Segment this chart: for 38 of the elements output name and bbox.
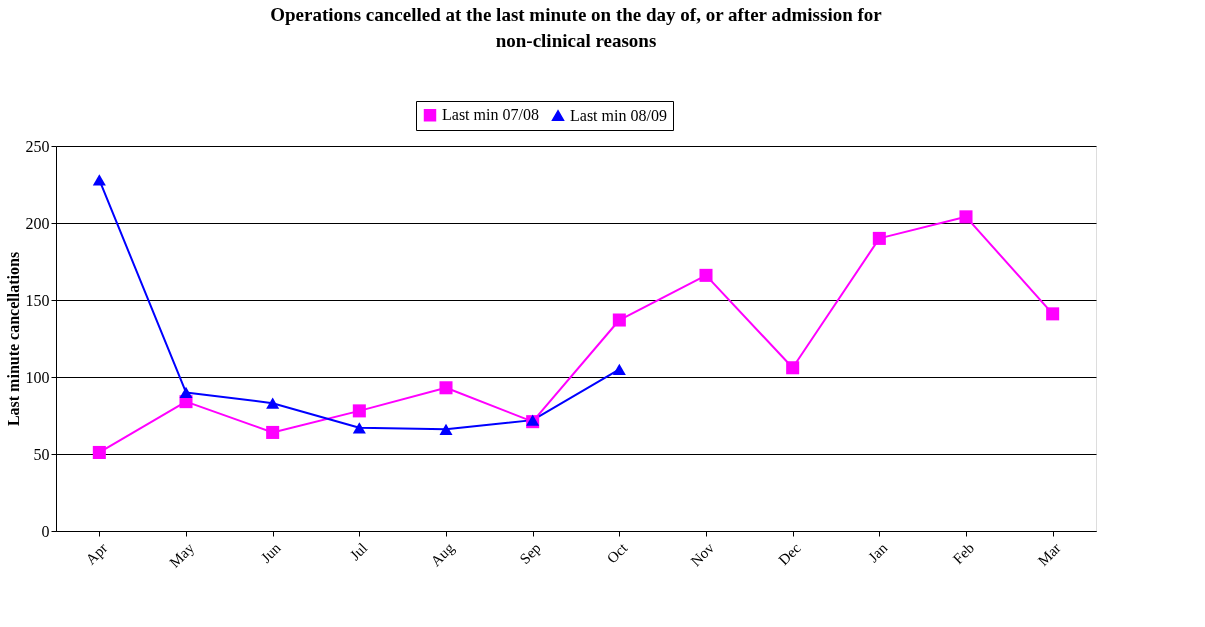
- x-tick-label: May: [166, 539, 198, 571]
- point: [439, 423, 453, 436]
- x-tick-label: Oct: [603, 539, 632, 567]
- point: [612, 313, 626, 327]
- x-tick-label: Jan: [864, 539, 891, 566]
- point: [439, 381, 453, 395]
- point: [959, 210, 973, 224]
- x-tick-label: Nov: [687, 539, 718, 570]
- y-axis-title: Last minute cancellations: [4, 251, 22, 427]
- x-tick-label: Apr: [82, 539, 111, 568]
- point: [352, 422, 366, 434]
- y-tick-label: 200: [25, 214, 50, 232]
- point: [266, 397, 280, 409]
- point: [1046, 307, 1060, 321]
- y-tick-label: 150: [25, 291, 50, 309]
- point: [179, 386, 193, 399]
- point: [786, 361, 800, 375]
- y-tick-label: 0: [41, 522, 50, 540]
- x-tick-label: Aug: [427, 539, 458, 570]
- x-tick-label: Jun: [257, 539, 285, 566]
- point: [699, 268, 713, 282]
- y-tick-label: 250: [25, 137, 50, 155]
- legend-label: Last min 07/08: [442, 106, 539, 124]
- point: [352, 404, 366, 418]
- point: [266, 425, 280, 439]
- x-tick-label: Sep: [516, 539, 544, 568]
- point: [92, 174, 106, 186]
- x-tick-label: Mar: [1034, 539, 1064, 569]
- x-tick-label: Jul: [346, 539, 371, 564]
- legend-label: Last min 08/09: [570, 106, 667, 124]
- point: [612, 363, 626, 375]
- y-tick-label: 100: [25, 368, 50, 386]
- y-tick-label: 50: [33, 445, 50, 463]
- x-tick-label: Feb: [949, 539, 978, 568]
- chart-title: Operations cancelled at the last minute on the day of, or after admission for non-clinical reasons: [270, 3, 883, 51]
- point: [92, 445, 106, 459]
- x-tick-label: Dec: [775, 539, 805, 569]
- point: [872, 231, 886, 245]
